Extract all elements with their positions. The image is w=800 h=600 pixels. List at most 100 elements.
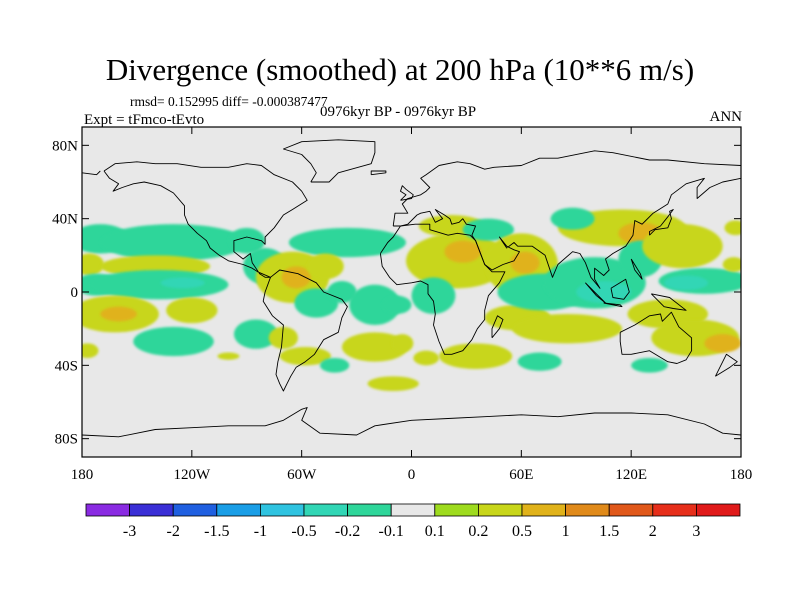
lon-tick-label: 120E xyxy=(615,467,647,483)
field-blob xyxy=(279,347,331,366)
field-blob xyxy=(517,352,562,371)
field-blob xyxy=(512,314,623,344)
field-blob xyxy=(82,253,104,276)
colorbar-label: -1 xyxy=(254,523,267,540)
field-blob xyxy=(576,281,632,303)
colorbar-swatch xyxy=(434,503,479,517)
colorbar-swatch xyxy=(565,503,610,517)
colorbar-label: 2 xyxy=(649,523,657,540)
colorbar-label: 1.5 xyxy=(599,523,619,540)
field-blob xyxy=(228,227,266,254)
coastline-path xyxy=(262,269,348,392)
field-blob xyxy=(327,281,357,303)
lat-tick-label: 80S xyxy=(55,432,78,448)
coastline-path xyxy=(370,170,387,176)
field-blob xyxy=(382,295,412,315)
field-blob xyxy=(281,266,311,289)
colorbar-swatch xyxy=(477,503,523,517)
field-blob xyxy=(217,352,240,360)
field-blob xyxy=(391,334,414,353)
field-blob xyxy=(307,253,344,280)
field-blob xyxy=(438,343,513,369)
field-blob xyxy=(294,288,339,318)
period-label: 0976kyr BP - 0976kyr BP xyxy=(320,104,477,120)
coastline-path xyxy=(379,223,506,355)
field-blob xyxy=(268,326,299,349)
colorbar-label: -2 xyxy=(167,523,180,540)
field-blob xyxy=(100,306,137,322)
field-blob xyxy=(510,251,540,274)
coastline-path xyxy=(619,311,693,364)
colorbar-swatch xyxy=(85,503,130,517)
experiment-label: Expt = tFmco-tEvto xyxy=(84,112,205,128)
lat-tick-label: 80N xyxy=(52,138,78,154)
colorbar-label: -1.5 xyxy=(204,523,229,540)
field-blob xyxy=(160,277,205,289)
field-blob xyxy=(722,257,741,272)
colorbar-label: -3 xyxy=(123,523,136,540)
field-blob xyxy=(349,284,401,326)
colorbar-swatch xyxy=(696,503,741,517)
colorbar-swatch xyxy=(347,503,392,517)
coastline-path xyxy=(400,185,414,201)
colorbar-swatch xyxy=(390,503,436,517)
colorbar-label: 0.1 xyxy=(425,523,445,540)
colorbar-swatch xyxy=(129,503,174,517)
divergence-field xyxy=(82,207,741,391)
coastline-path xyxy=(650,293,687,311)
colorbar-swatch xyxy=(652,503,697,517)
coastline-path xyxy=(103,161,308,278)
field-blob xyxy=(166,297,218,324)
coastline-path xyxy=(603,302,623,308)
colorbar-swatch xyxy=(521,503,566,517)
lon-tick-label: 60W xyxy=(287,467,317,483)
lon-tick-label: 180 xyxy=(71,467,94,483)
colorbar-label: 0.5 xyxy=(512,523,532,540)
field-blob xyxy=(462,218,515,241)
coastline-path xyxy=(393,177,741,289)
colorbar-label: -0.5 xyxy=(291,523,316,540)
field-blob xyxy=(100,224,247,261)
colorbar-swatch xyxy=(259,503,305,517)
coastline-path xyxy=(714,353,738,377)
stats-line: rmsd= 0.152995 diff= -0.000387477 xyxy=(130,94,328,109)
field-blob xyxy=(288,227,407,258)
coastlines xyxy=(82,139,741,438)
field-blob xyxy=(341,332,408,362)
field-blob xyxy=(664,275,709,291)
lat-tick-label: 0 xyxy=(71,285,79,301)
lon-tick-label: 0 xyxy=(408,467,416,483)
coastline-path xyxy=(630,258,643,280)
field-blob xyxy=(89,270,229,300)
lat-tick-label: 40N xyxy=(52,212,78,228)
field-blob xyxy=(411,277,456,314)
colorbar-swatch xyxy=(216,503,261,517)
colorbar: -3 -2 -1.5 -1 -0.5 -0.2 -0.1 0.1 0.2 0.5 1 1.5 2 3 xyxy=(85,503,741,540)
coastline-path xyxy=(82,407,741,438)
field-blob xyxy=(367,376,419,391)
coastline-path xyxy=(82,170,101,176)
field-blob xyxy=(631,358,668,373)
lon-tick-label: 120W xyxy=(173,467,211,483)
field-blob xyxy=(642,224,723,269)
coastline-path xyxy=(610,278,630,300)
colorbar-label: -0.1 xyxy=(379,523,404,540)
field-blob xyxy=(319,358,350,373)
coastline-path xyxy=(649,209,674,236)
field-blob xyxy=(550,207,595,230)
field-blob xyxy=(444,240,482,263)
season-label: ANN xyxy=(709,109,743,125)
coastline-path xyxy=(491,315,504,339)
map-title: Divergence (smoothed) at 200 hPa (10**6 … xyxy=(105,52,695,87)
field-blob xyxy=(724,220,741,236)
colorbar-label: -0.2 xyxy=(335,523,360,540)
lat-tick-label: 40S xyxy=(55,358,78,374)
longitude-axis: 180 120W 60W 0 60E 120E 180 xyxy=(71,127,752,483)
coastline-path xyxy=(282,139,376,183)
lon-tick-label: 60E xyxy=(509,467,533,483)
colorbar-swatch xyxy=(303,503,348,517)
colorbar-label: 0.2 xyxy=(468,523,488,540)
field-blob xyxy=(82,343,99,358)
latitude-axis: 80N 40N 0 40S 80S xyxy=(52,138,741,448)
